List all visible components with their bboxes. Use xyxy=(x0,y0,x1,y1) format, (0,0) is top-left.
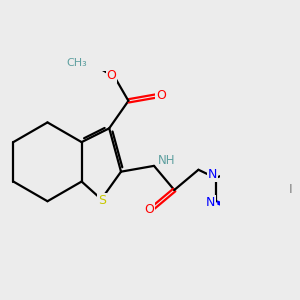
Text: N: N xyxy=(208,168,218,181)
Text: S: S xyxy=(98,194,106,207)
Text: NH: NH xyxy=(158,154,175,167)
Text: O: O xyxy=(144,203,154,216)
Text: CH₃: CH₃ xyxy=(66,58,87,68)
Text: O: O xyxy=(156,89,166,102)
Text: I: I xyxy=(289,183,292,196)
Text: O: O xyxy=(106,69,116,82)
Text: N: N xyxy=(206,196,215,209)
